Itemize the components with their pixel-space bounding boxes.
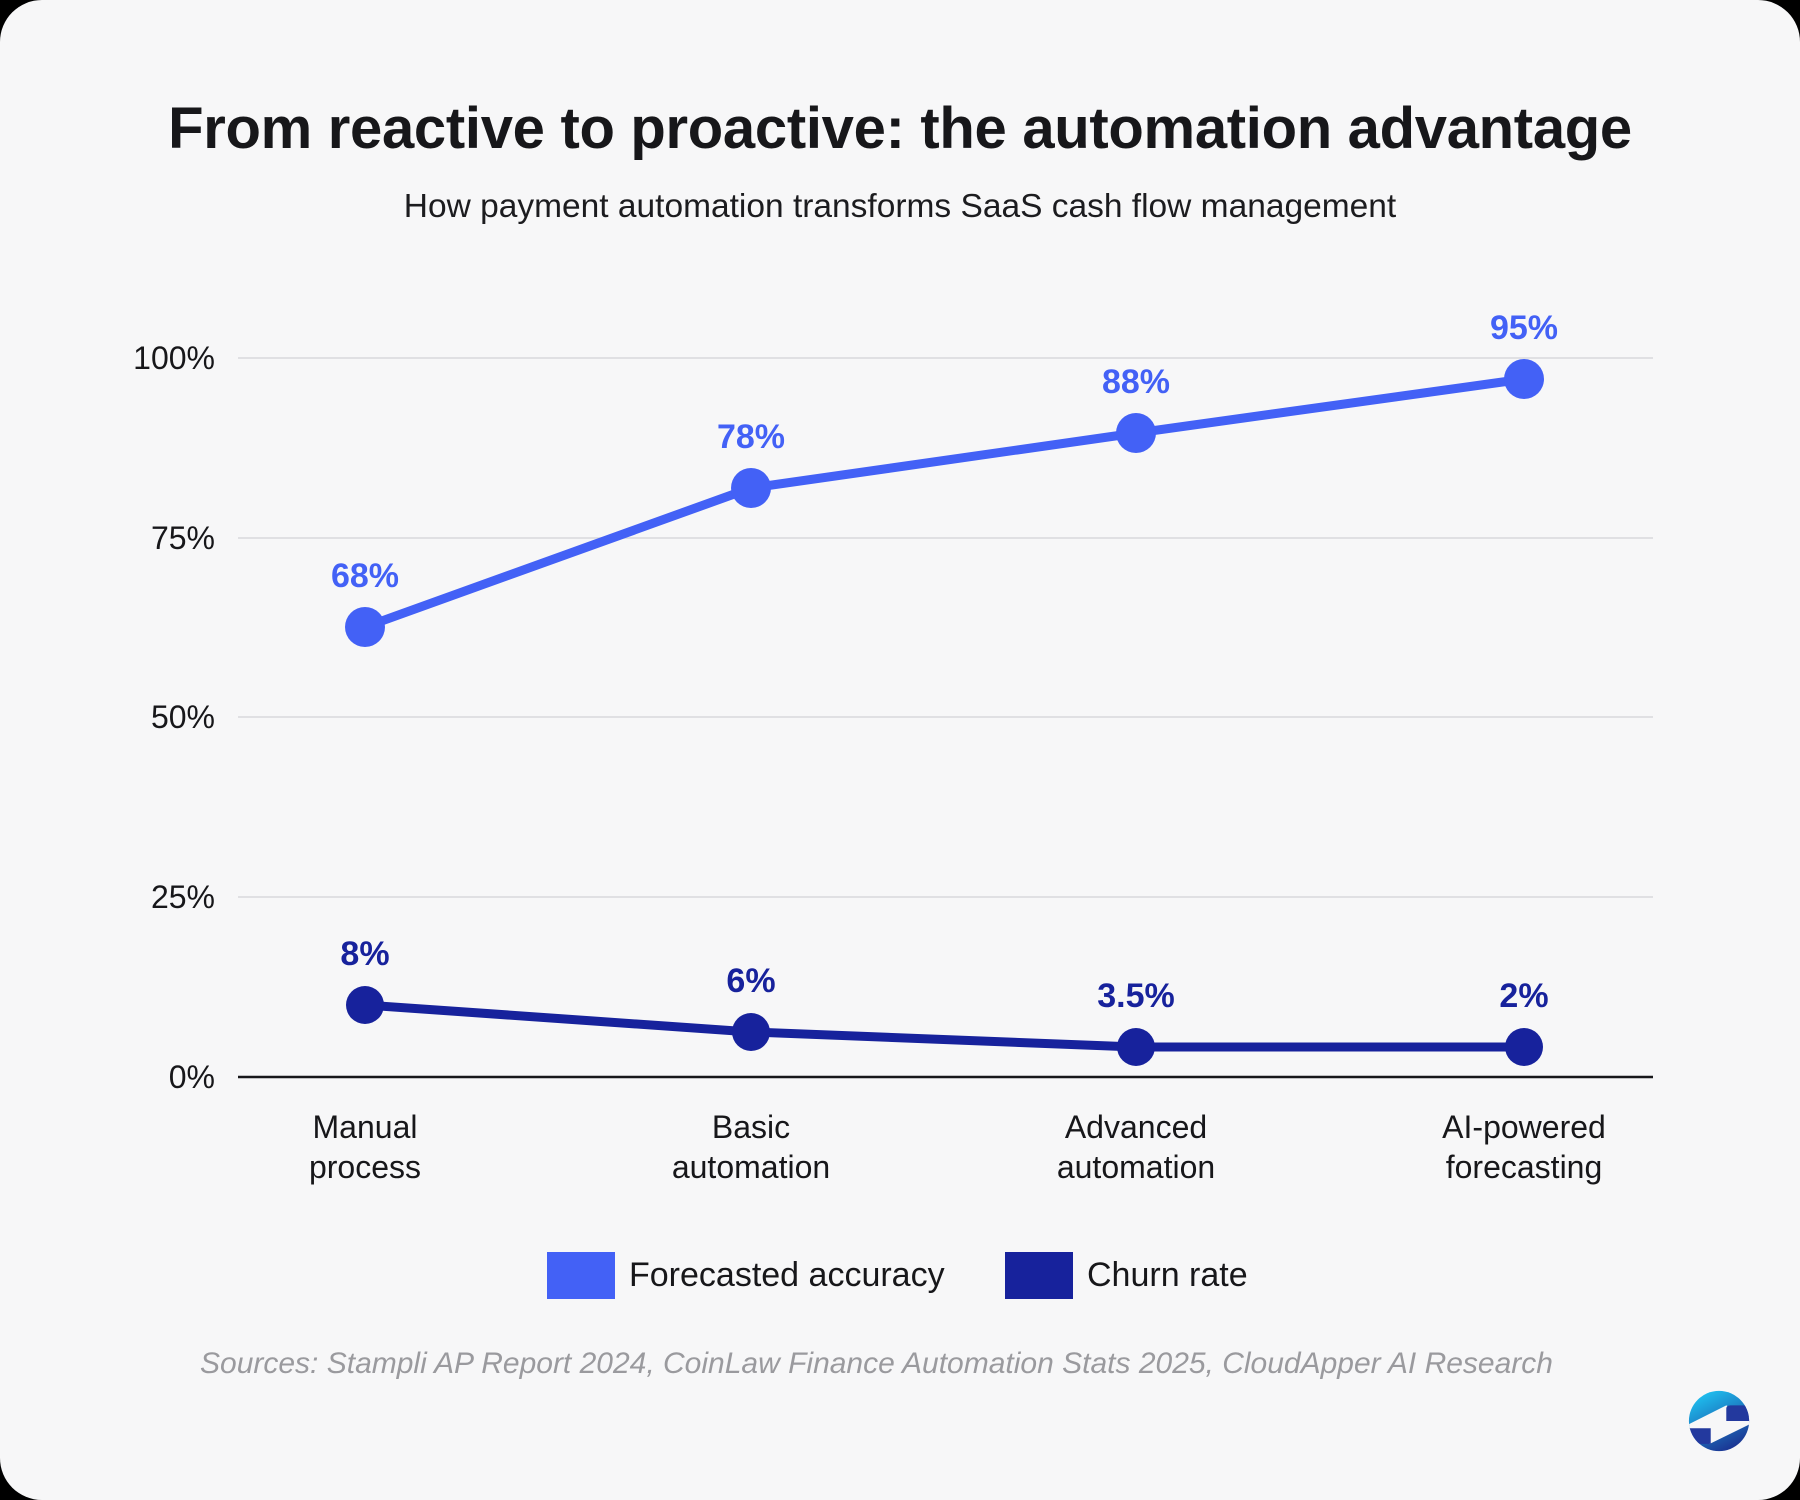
svg-text:Advanced: Advanced bbox=[1065, 1109, 1207, 1145]
svg-text:automation: automation bbox=[1057, 1149, 1215, 1185]
svg-text:Basic: Basic bbox=[712, 1109, 790, 1145]
svg-text:AI-powered: AI-powered bbox=[1442, 1109, 1606, 1145]
svg-text:75%: 75% bbox=[151, 520, 215, 556]
svg-text:3.5%: 3.5% bbox=[1097, 977, 1175, 1015]
svg-text:88%: 88% bbox=[1102, 363, 1170, 401]
svg-text:Forecasted accuracy: Forecasted accuracy bbox=[629, 1256, 945, 1294]
svg-text:8%: 8% bbox=[340, 935, 389, 973]
svg-text:automation: automation bbox=[672, 1149, 830, 1185]
svg-text:25%: 25% bbox=[151, 879, 215, 915]
svg-text:78%: 78% bbox=[717, 418, 785, 456]
svg-text:Sources: Stampli AP Report 202: Sources: Stampli AP Report 2024, CoinLaw… bbox=[200, 1347, 1553, 1380]
svg-text:forecasting: forecasting bbox=[1446, 1149, 1603, 1185]
svg-text:process: process bbox=[309, 1149, 421, 1185]
svg-text:6%: 6% bbox=[726, 962, 775, 1000]
svg-text:95%: 95% bbox=[1490, 309, 1558, 347]
svg-text:0%: 0% bbox=[169, 1059, 215, 1095]
svg-text:100%: 100% bbox=[133, 340, 215, 376]
svg-text:68%: 68% bbox=[331, 557, 399, 595]
svg-text:2%: 2% bbox=[1499, 977, 1548, 1015]
svg-text:Manual: Manual bbox=[313, 1109, 418, 1145]
svg-text:Churn rate: Churn rate bbox=[1087, 1256, 1248, 1294]
svg-text:50%: 50% bbox=[151, 699, 215, 735]
